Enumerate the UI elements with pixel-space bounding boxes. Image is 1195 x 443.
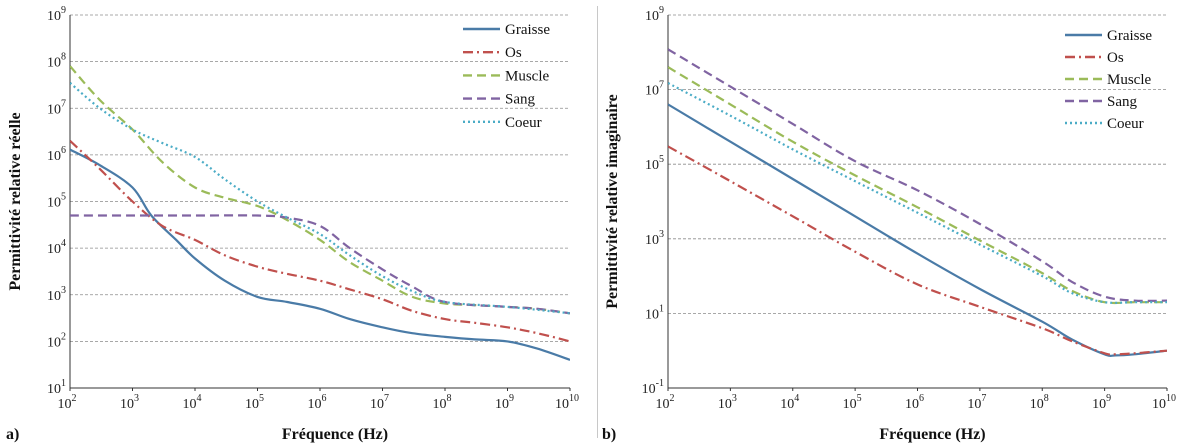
x-tick-label: 104	[183, 393, 202, 412]
series-line-coeur	[70, 82, 570, 315]
legend-label: Sang	[1107, 94, 1138, 110]
y-axis-label: Permittivité relative imaginaire	[604, 94, 621, 308]
series-line-graisse	[70, 148, 570, 361]
y-axis-label: Permittivité relative réelle	[7, 112, 24, 290]
y-tick-label: 102	[47, 331, 66, 350]
x-tick-label: 102	[656, 393, 675, 412]
y-tick-label: 103	[47, 285, 66, 304]
panel-label: b)	[602, 426, 616, 443]
series-line-os	[668, 145, 1167, 356]
x-tick-label: 1010	[555, 393, 579, 412]
x-tick-label: 1010	[1152, 393, 1176, 412]
legend: Graisse Os Muscle Sang Coeur	[463, 22, 550, 131]
x-tick-label: 105	[843, 393, 862, 412]
panel-label: a)	[6, 426, 19, 443]
legend-label: Coeur	[505, 115, 542, 131]
y-tick-label: 101	[47, 378, 66, 397]
x-tick-label: 103	[718, 393, 737, 412]
legend-label: Os	[505, 45, 522, 61]
series-line-graisse	[668, 103, 1167, 357]
y-tick-label: 107	[645, 80, 664, 99]
x-axis-label: Fréquence (Hz)	[282, 426, 388, 443]
x-tick-label: 105	[245, 393, 264, 412]
series-line-sang	[70, 214, 570, 315]
series-line-muscle	[668, 66, 1167, 305]
legend-label: Muscle	[1107, 72, 1152, 88]
y-tick-label: 101	[645, 303, 664, 322]
x-tick-label: 108	[1030, 393, 1049, 412]
legend-label: Os	[1107, 50, 1124, 66]
legend-label: Graisse	[1107, 28, 1152, 44]
x-axis-label: Fréquence (Hz)	[879, 426, 985, 443]
x-tick-label: 103	[120, 393, 139, 412]
x-tick-label: 106	[905, 393, 924, 412]
y-tick-label: 109	[47, 5, 66, 24]
y-tick-label: 107	[47, 98, 66, 117]
y-tick-label: 10-1	[642, 378, 664, 397]
y-tick-label: 104	[47, 238, 66, 257]
legend-label: Graisse	[505, 22, 550, 38]
y-tick-label: 105	[645, 154, 664, 173]
legend-label: Sang	[505, 92, 536, 108]
y-tick-label: 109	[645, 5, 664, 24]
x-tick-label: 106	[308, 393, 327, 412]
x-tick-label: 107	[370, 393, 389, 412]
x-tick-label: 109	[1092, 393, 1111, 412]
x-tick-label: 107	[967, 393, 986, 412]
series-line-coeur	[668, 82, 1167, 304]
series-line-muscle	[70, 65, 570, 315]
y-tick-label: 103	[645, 229, 664, 248]
chart-panel-b: 10-1 101 103 105 107 109 102 103 104 105 106 107 108…	[602, 5, 1176, 443]
panel-divider	[597, 6, 598, 438]
legend-label: Muscle	[505, 68, 550, 84]
y-tick-label: 105	[47, 192, 66, 211]
legend-label: Coeur	[1107, 116, 1144, 132]
series-line-os	[70, 139, 570, 343]
series-line-sang	[668, 48, 1167, 303]
x-tick-label: 109	[495, 393, 514, 412]
legend: Graisse Os Muscle Sang Coeur	[1065, 28, 1152, 132]
y-tick-label: 106	[47, 145, 66, 164]
x-tick-label: 104	[780, 393, 799, 412]
x-tick-label: 108	[433, 393, 452, 412]
y-tick-label: 108	[47, 52, 66, 71]
